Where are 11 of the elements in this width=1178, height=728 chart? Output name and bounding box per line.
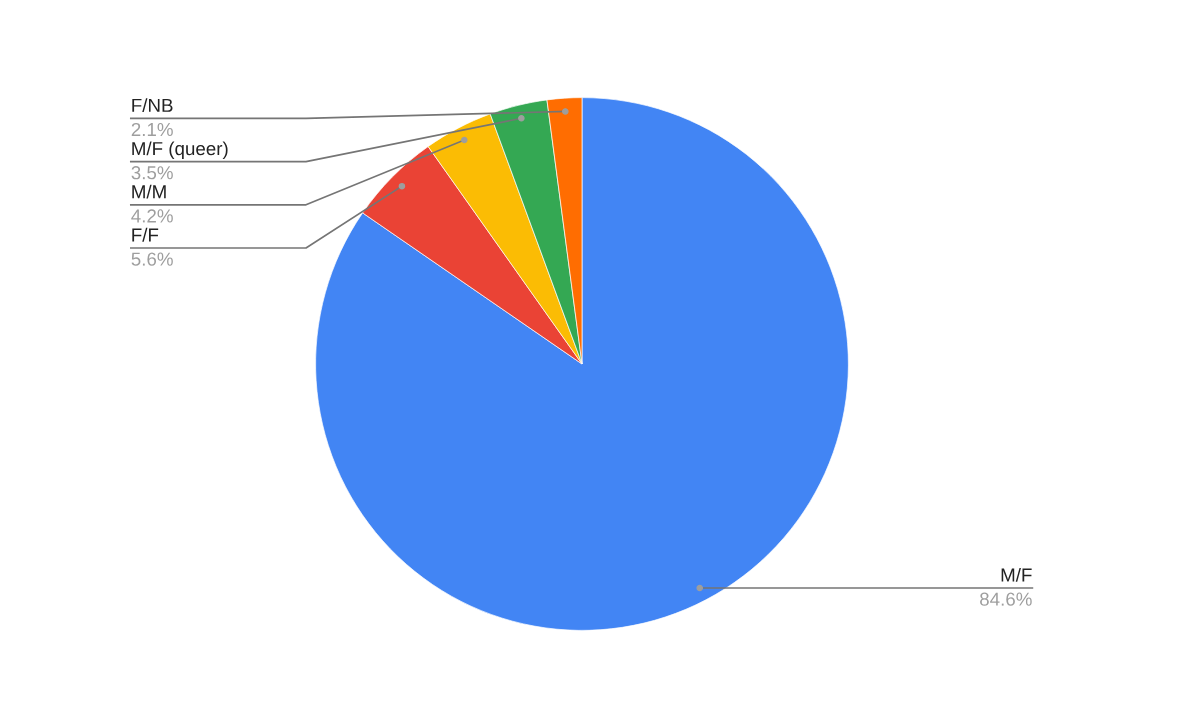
slice-label: M/F (1001, 567, 1032, 582)
slice-label: M/M (132, 184, 166, 199)
data-label: 84.6% (980, 592, 1032, 606)
data-label: 3.5% (131, 166, 173, 180)
slice-label: F/F (132, 227, 159, 242)
slice-label: F/NB (132, 98, 173, 113)
data-label: 2.1% (131, 122, 173, 137)
pie-slice (315, 97, 849, 631)
data-label: 4.2% (131, 209, 173, 223)
data-label: 5.6% (131, 252, 173, 266)
slice-label: M/F (queer) (132, 141, 228, 159)
